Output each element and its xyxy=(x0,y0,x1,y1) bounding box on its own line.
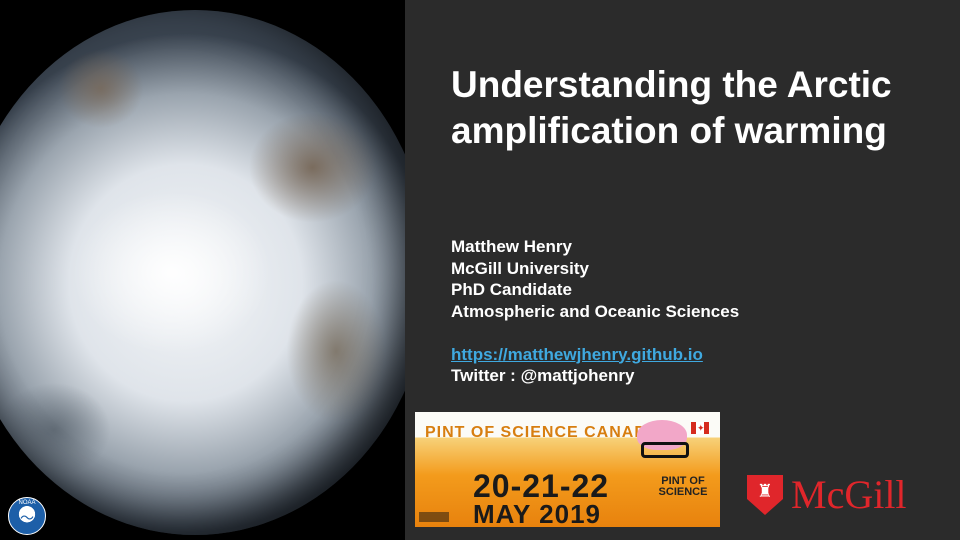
mcgill-wordmark: McGill xyxy=(791,472,907,517)
pint-of-science-banner: PINT OF SCIENCE CANADA ✦ 20-21-22 MAY 20… xyxy=(415,412,720,527)
slide-title: Understanding the Arctic amplification o… xyxy=(451,64,892,151)
twitter-handle: Twitter : @mattjohenry xyxy=(451,366,635,385)
arctic-globe-image xyxy=(0,10,405,535)
noaa-icon: NOAA 〜 xyxy=(8,497,46,535)
mcgill-logo: ♜ McGill xyxy=(747,473,937,517)
position: PhD Candidate xyxy=(451,280,572,299)
noaa-bird-glyph: 〜 xyxy=(20,511,34,527)
author-info: Matthew Henry McGill University PhD Cand… xyxy=(451,236,739,387)
canada-flag-icon xyxy=(691,422,709,434)
spacer xyxy=(451,322,739,344)
pint-title: PINT OF SCIENCE CANADA xyxy=(425,424,660,441)
arctic-globe-panel: NOAA 〜 xyxy=(0,0,405,540)
website-link[interactable]: https://matthewjhenry.github.io xyxy=(451,344,703,364)
brain-icon xyxy=(637,420,687,450)
social-icons-strip xyxy=(419,512,449,522)
author-name: Matthew Henry xyxy=(451,237,572,256)
martlet-icon: ♜ xyxy=(756,481,774,502)
pint-month-year: MAY 2019 xyxy=(473,499,601,527)
institution: McGill University xyxy=(451,258,589,278)
pint-dates: 20-21-22 xyxy=(473,468,610,504)
noaa-label: NOAA xyxy=(18,500,36,506)
pint-logo: PINT OF SCIENCE xyxy=(658,475,708,498)
glasses-icon xyxy=(641,442,689,458)
department: Atmospheric and Oceanic Sciences xyxy=(451,301,740,321)
maple-leaf-icon: ✦ xyxy=(697,423,705,433)
